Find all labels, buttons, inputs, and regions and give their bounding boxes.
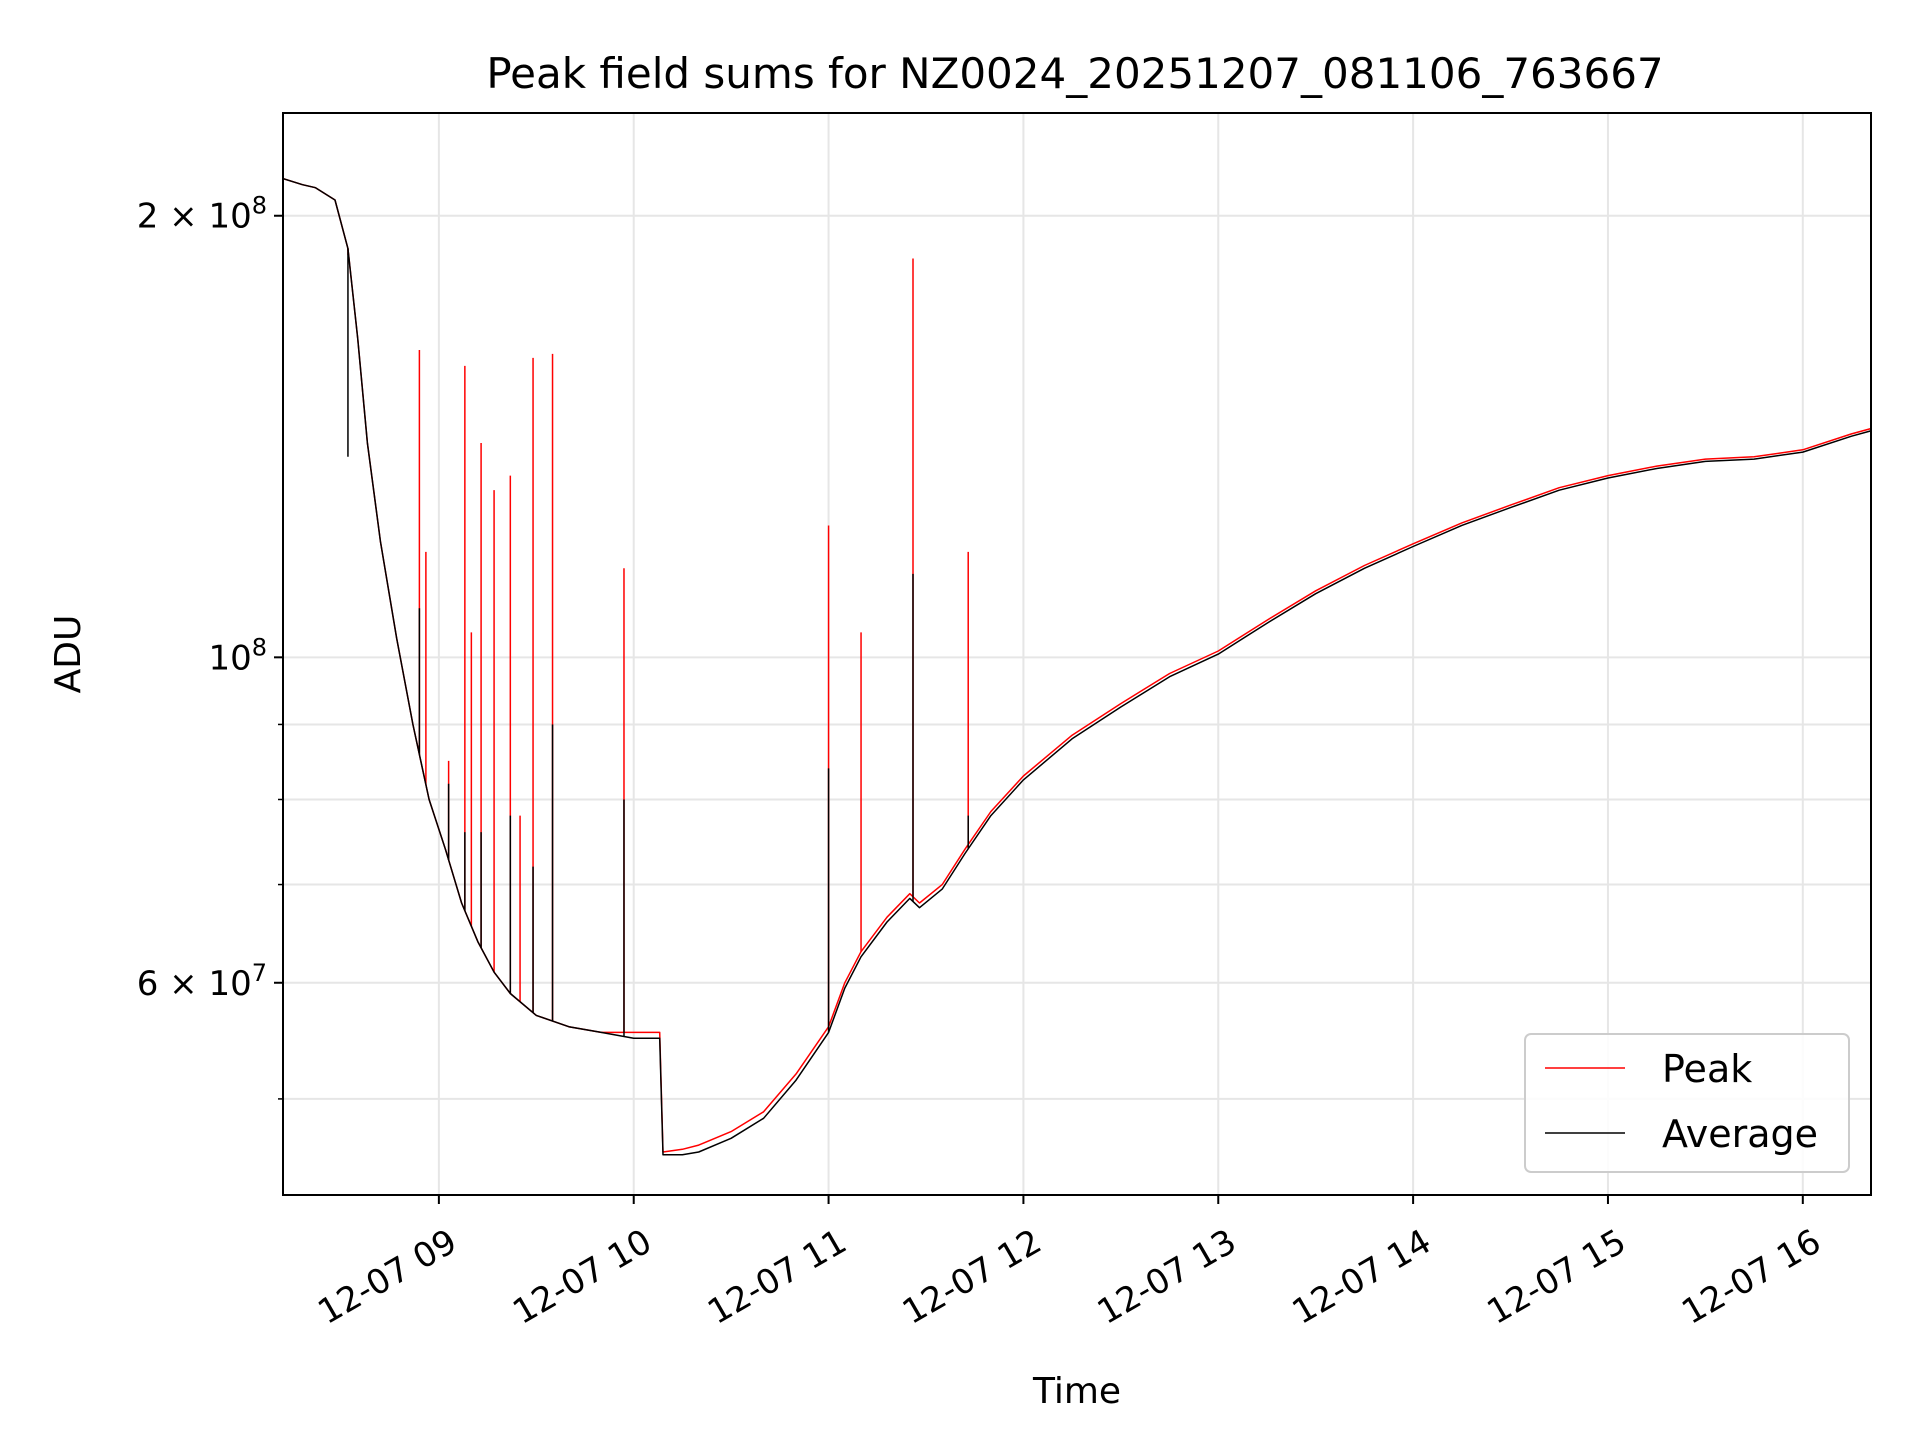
legend: Peak Average — [1524, 1033, 1850, 1173]
y-tick-label-base: 2 × 10 — [137, 197, 252, 237]
y-tick-label: 6 × 107 — [137, 959, 267, 1004]
legend-average-label: Average — [1662, 1112, 1818, 1156]
y-axis-label: ADU — [48, 615, 89, 694]
y-tick-label: 2 × 108 — [137, 192, 267, 237]
y-tick-label-exponent: 8 — [252, 633, 267, 661]
legend-peak-label: Peak — [1662, 1047, 1752, 1091]
y-tick-label: 108 — [208, 633, 267, 678]
grid — [283, 113, 1871, 1195]
plot-area-frame — [282, 112, 1872, 1196]
y-tick-label-exponent: 8 — [252, 192, 267, 220]
y-tick-label-base: 10 — [208, 638, 251, 678]
chart-title: Peak field sums for NZ0024_20251207_0811… — [486, 49, 1663, 98]
x-axis-label: Time — [1032, 1371, 1121, 1412]
series-layer — [283, 177, 1871, 1156]
y-tick-label-exponent: 7 — [252, 959, 267, 987]
y-tick-label-base: 6 × 10 — [137, 964, 252, 1004]
